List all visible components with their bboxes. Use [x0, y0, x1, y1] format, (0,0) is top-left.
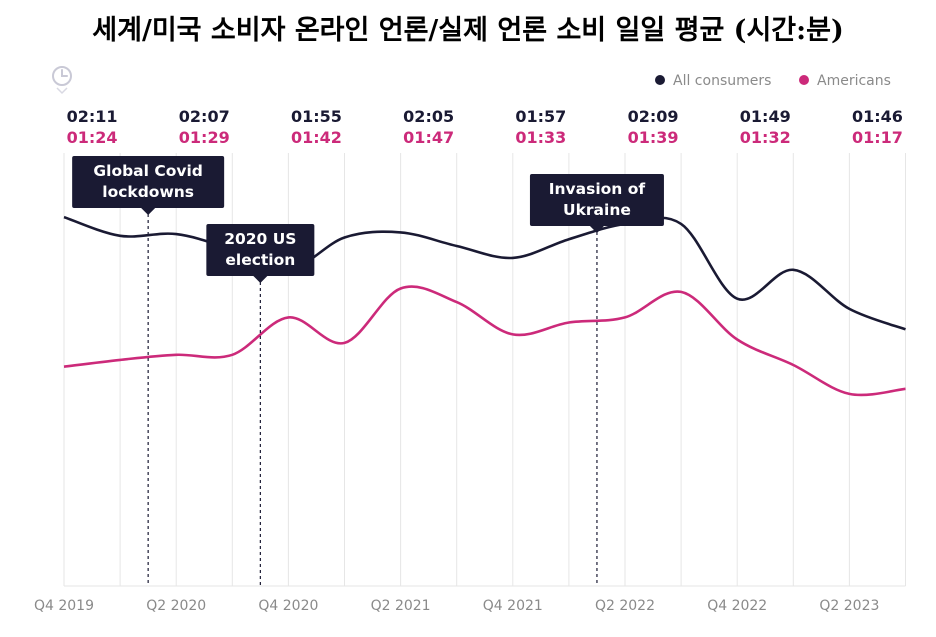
annotation-text: lockdowns: [102, 183, 194, 201]
chart-svg: All consumers Americans 02:1101:2402:070…: [34, 66, 906, 614]
annotations: Global Covid lockdowns 2020 US election Inva…: [72, 156, 664, 586]
annotation-text: Ukraine: [563, 201, 631, 219]
annotation-text: Global Covid: [93, 162, 202, 180]
avg-americans-label: 01:24: [67, 128, 118, 147]
avg-americans-label: 01:33: [515, 128, 566, 147]
legend-americans-marker: [799, 75, 809, 85]
legend-americans-label: Americans: [817, 73, 891, 89]
line-chart: All consumers Americans 02:11 01:24 02:07 0…: [0, 58, 936, 633]
avg-americans-label: 01:39: [628, 128, 679, 147]
clock-icon: [52, 66, 72, 95]
avg-all-label: 01:46: [852, 107, 903, 126]
x-axis-ticks: Q4 2019 Q2 2020 Q4 2020 Q2 2021 Q4 2021 Q2 20…: [34, 598, 879, 614]
annotation-callout: Invasion of Ukraine: [529, 174, 664, 586]
x-tick-label: Q4 2019: [34, 598, 94, 614]
annotation-callout: Global Covid lockdowns: [72, 156, 225, 586]
avg-all-label: 02:07: [179, 107, 230, 126]
avg-americans-label: 01:29: [179, 128, 230, 147]
legend-all-marker: [655, 75, 665, 85]
annotation-text: Invasion of: [549, 180, 646, 198]
avg-all-label: 02:05: [403, 107, 454, 126]
avg-americans-label: 01:47: [403, 128, 454, 147]
legend-all-label: All consumers: [673, 73, 771, 89]
annotation-pointer: [253, 276, 268, 283]
x-tick-label: Q2 2021: [371, 598, 431, 614]
avg-all-label: 01:57: [515, 107, 566, 126]
series-lines: [63, 215, 906, 397]
x-tick-label: Q2 2020: [146, 598, 206, 614]
annotation-callout: 2020 US election: [206, 224, 315, 586]
annotation-box: [72, 156, 225, 208]
annotation-pointer: [141, 208, 156, 215]
avg-all-label: 02:09: [628, 107, 679, 126]
legend: All consumers Americans: [655, 73, 891, 89]
annotation-box: [206, 224, 315, 276]
grid-lines: [63, 153, 906, 587]
avg-americans-label: 01:42: [291, 128, 342, 147]
avg-all-label: 01:55: [291, 107, 342, 126]
period-averages: 02:11 01:24 02:07 01:29 01:55 01:42 02:05 01:47…: [67, 107, 903, 147]
avg-all-label: 01:49: [740, 107, 791, 126]
annotation-text: 2020 US: [224, 230, 296, 248]
annotation-pointer: [589, 226, 604, 233]
avg-all-label: 02:11: [67, 107, 118, 126]
page-title: 세계/미국 소비자 온라인 언론/실제 언론 소비 일일 평균 (시간:분): [92, 15, 844, 46]
annotation-text: election: [225, 251, 295, 269]
annotation-box: [529, 174, 664, 226]
x-tick-label: Q4 2020: [258, 598, 318, 614]
x-tick-label: Q4 2022: [707, 598, 767, 614]
x-tick-label: Q2 2023: [819, 598, 879, 614]
avg-americans-label: 01:32: [740, 128, 791, 147]
avg-americans-label: 01:17: [852, 128, 903, 147]
x-tick-label: Q2 2022: [595, 598, 655, 614]
series-all-consumers-line: [63, 215, 906, 331]
x-tick-label: Q4 2021: [483, 598, 543, 614]
series-americans-line: [63, 285, 906, 397]
